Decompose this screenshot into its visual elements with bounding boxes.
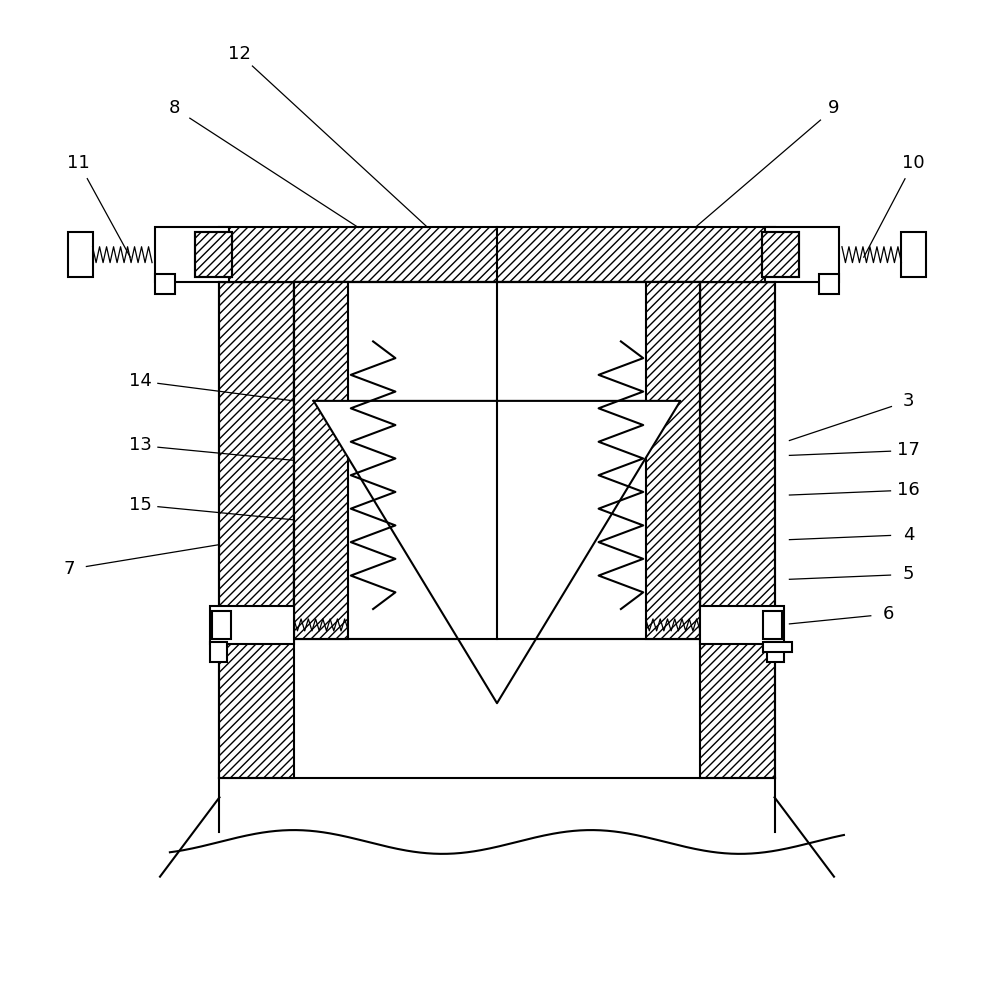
- Text: 11: 11: [68, 154, 90, 172]
- Bar: [210, 606, 294, 644]
- Text: 4: 4: [903, 526, 914, 544]
- Text: 10: 10: [902, 154, 924, 172]
- Bar: [195, 232, 233, 277]
- Text: 6: 6: [883, 605, 895, 623]
- Bar: [155, 274, 175, 294]
- Text: 7: 7: [63, 560, 75, 578]
- Bar: [902, 232, 926, 277]
- Bar: [700, 282, 774, 778]
- Bar: [762, 611, 782, 639]
- Text: 13: 13: [128, 436, 152, 454]
- Text: 17: 17: [897, 441, 919, 459]
- Bar: [819, 274, 839, 294]
- Bar: [210, 642, 228, 662]
- Bar: [764, 227, 839, 282]
- Text: 8: 8: [169, 99, 181, 117]
- Bar: [68, 232, 92, 277]
- Bar: [155, 227, 230, 282]
- Bar: [762, 642, 792, 652]
- Text: 5: 5: [903, 565, 914, 583]
- Bar: [294, 282, 700, 639]
- Bar: [766, 642, 784, 662]
- Bar: [700, 606, 784, 644]
- Text: 16: 16: [897, 481, 919, 499]
- Bar: [220, 282, 294, 778]
- Text: 3: 3: [903, 392, 914, 410]
- Bar: [761, 232, 799, 277]
- Bar: [212, 611, 232, 639]
- Text: 15: 15: [128, 496, 152, 514]
- Polygon shape: [314, 401, 680, 703]
- Bar: [646, 282, 700, 639]
- Text: 14: 14: [128, 372, 152, 390]
- Text: 9: 9: [828, 99, 840, 117]
- Text: 12: 12: [228, 45, 250, 63]
- Bar: [195, 232, 233, 277]
- Bar: [220, 227, 774, 282]
- Bar: [294, 282, 348, 639]
- Bar: [761, 232, 799, 277]
